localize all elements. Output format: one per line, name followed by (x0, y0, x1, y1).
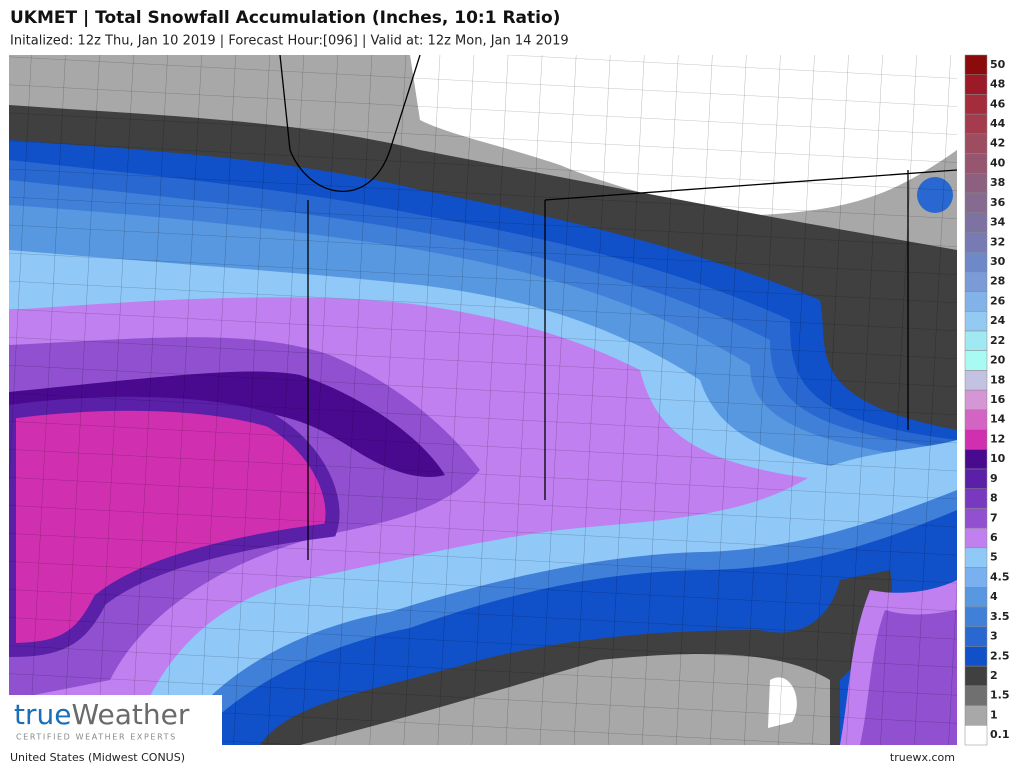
legend-swatch (964, 133, 988, 154)
legend-swatch (964, 665, 988, 687)
legend-swatch (964, 468, 988, 489)
legend-label: 40 (990, 156, 1006, 169)
legend-label: 8 (990, 492, 998, 505)
title: UKMET | Total Snowfall Accumulation (Inc… (10, 8, 560, 28)
logo: trueWeather CERTIFIED WEATHER EXPERTS (9, 695, 222, 745)
legend-swatch (964, 409, 988, 430)
legend-label: 48 (990, 78, 1005, 91)
legend-swatch (964, 429, 988, 450)
legend-label: 14 (990, 413, 1006, 426)
legend-label: 38 (990, 176, 1005, 189)
legend-swatch (964, 251, 988, 273)
legend-swatch (964, 212, 988, 233)
legend-swatch (964, 646, 988, 667)
legend-swatch (964, 389, 988, 411)
legend-label: 9 (990, 472, 998, 485)
legend-swatch (964, 74, 988, 95)
legend-swatch (964, 685, 988, 706)
legend-swatch (964, 350, 988, 371)
legend-label: 42 (990, 137, 1005, 150)
legend-swatch (964, 291, 988, 312)
subtitle: Initalized: 12z Thu, Jan 10 2019 | Forec… (10, 34, 569, 49)
legend-label: 50 (990, 58, 1006, 71)
legend-swatch (964, 725, 988, 746)
legend-label: 2 (990, 669, 998, 682)
legend-label: 1 (990, 708, 998, 721)
legend-swatch (964, 153, 988, 174)
legend-swatch (964, 567, 988, 588)
legend-swatch (964, 370, 988, 391)
legend-label: 16 (990, 393, 1006, 406)
legend-label: 1.5 (990, 689, 1010, 702)
legend-label: 7 (990, 511, 998, 524)
legend-swatch (964, 54, 988, 75)
legend-label: 3.5 (990, 610, 1010, 623)
legend-swatch (964, 606, 988, 627)
legend-label: 30 (990, 255, 1006, 268)
legend-label: 24 (990, 314, 1006, 327)
legend-swatch (964, 527, 988, 549)
logo-brand: trueWeather (14, 698, 190, 731)
legend-swatch (964, 587, 988, 608)
legend-swatch (964, 271, 988, 292)
legend-swatch (964, 173, 988, 194)
legend-label: 4.5 (990, 570, 1010, 583)
logo-box (9, 695, 222, 745)
legend-label: 10 (990, 452, 1006, 465)
legend-swatch (964, 113, 988, 135)
legend-swatch (964, 508, 988, 529)
snowfall-map (9, 55, 957, 745)
footer-region: United States (Midwest CONUS) (10, 751, 185, 764)
legend-label: 0.1 (990, 728, 1010, 741)
legend-swatch (964, 488, 988, 509)
legend-label: 26 (990, 294, 1006, 307)
legend-label: 2.5 (990, 649, 1010, 662)
legend: 5048464442403836343230282624222018161412… (964, 54, 1010, 746)
legend-swatch (964, 705, 988, 726)
logo-tagline: CERTIFIED WEATHER EXPERTS (16, 733, 177, 742)
legend-swatch (964, 547, 988, 568)
legend-label: 22 (990, 334, 1005, 347)
legend-swatch (964, 94, 988, 115)
legend-label: 20 (990, 354, 1006, 367)
legend-label: 5 (990, 551, 998, 564)
legend-label: 18 (990, 373, 1005, 386)
logo-brand-part2: Weather (71, 698, 189, 731)
legend-swatch (964, 626, 988, 647)
legend-swatch (964, 192, 988, 213)
legend-label: 32 (990, 235, 1005, 248)
legend-swatch (964, 311, 988, 332)
legend-swatch (964, 449, 988, 470)
legend-label: 3 (990, 630, 998, 643)
legend-swatch (964, 330, 988, 351)
legend-swatch (964, 232, 988, 253)
logo-brand-part1: true (14, 698, 71, 731)
footer-site: truewx.com (890, 751, 955, 764)
legend-label: 46 (990, 97, 1006, 110)
legend-label: 34 (990, 216, 1006, 229)
legend-label: 4 (990, 590, 998, 603)
legend-label: 28 (990, 275, 1005, 288)
legend-label: 36 (990, 196, 1006, 209)
legend-label: 6 (990, 531, 998, 544)
legend-label: 44 (990, 117, 1006, 130)
legend-label: 12 (990, 432, 1005, 445)
